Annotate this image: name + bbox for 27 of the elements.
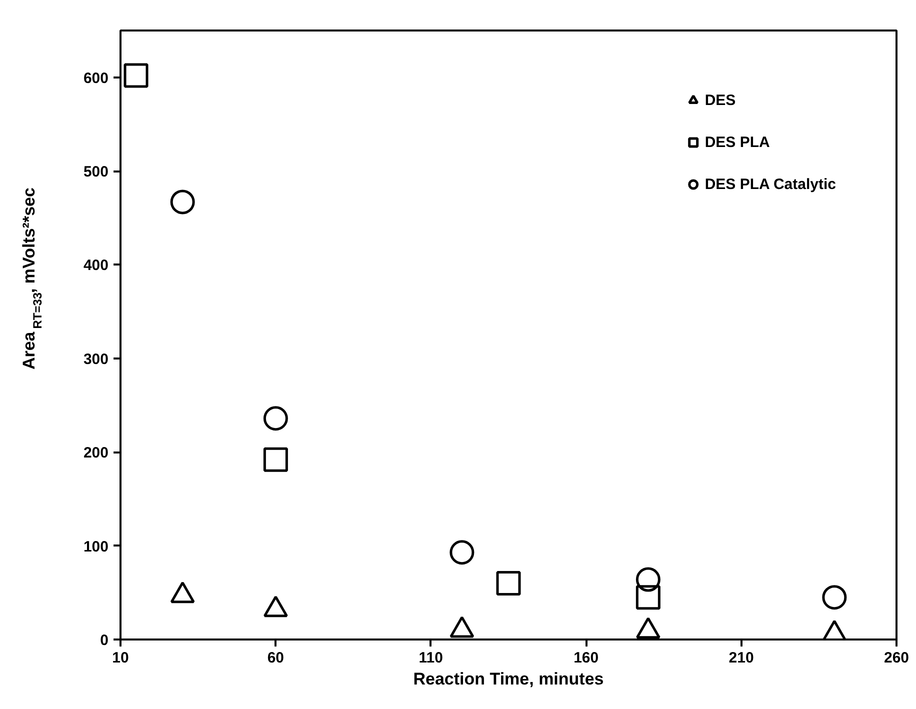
x-tick-label: 160 [574, 650, 599, 666]
x-tick-label: 10 [112, 650, 129, 666]
point [496, 571, 521, 596]
y-tick-label: 200 [83, 444, 109, 462]
x-tick-label: 60 [267, 650, 284, 666]
y-tick-label: 400 [83, 257, 109, 274]
y-axis-title: AreaRT=33, mVolts²*sec [20, 188, 44, 370]
x-tick-label: 210 [728, 650, 754, 666]
point [124, 63, 148, 88]
point [822, 585, 847, 610]
point [450, 540, 474, 565]
legend-label: DES PLA Catalytic [704, 176, 836, 192]
y-tick-label: 0 [100, 632, 108, 649]
y-tick-label: 100 [83, 538, 109, 556]
y-tick-label: 500 [83, 164, 109, 181]
y-tick-label: 300 [83, 350, 109, 368]
point [263, 447, 288, 472]
point [636, 585, 660, 610]
legend-label: DES PLA [704, 134, 770, 150]
x-tick-label: 260 [884, 650, 910, 666]
legend-label: DES [704, 92, 736, 108]
point [263, 406, 288, 431]
y-tick-label: 600 [83, 70, 109, 87]
point [636, 567, 660, 592]
point [170, 190, 195, 214]
x-tick-label: 110 [418, 650, 444, 666]
x-axis-title: Reaction Time, minutes [413, 670, 604, 688]
